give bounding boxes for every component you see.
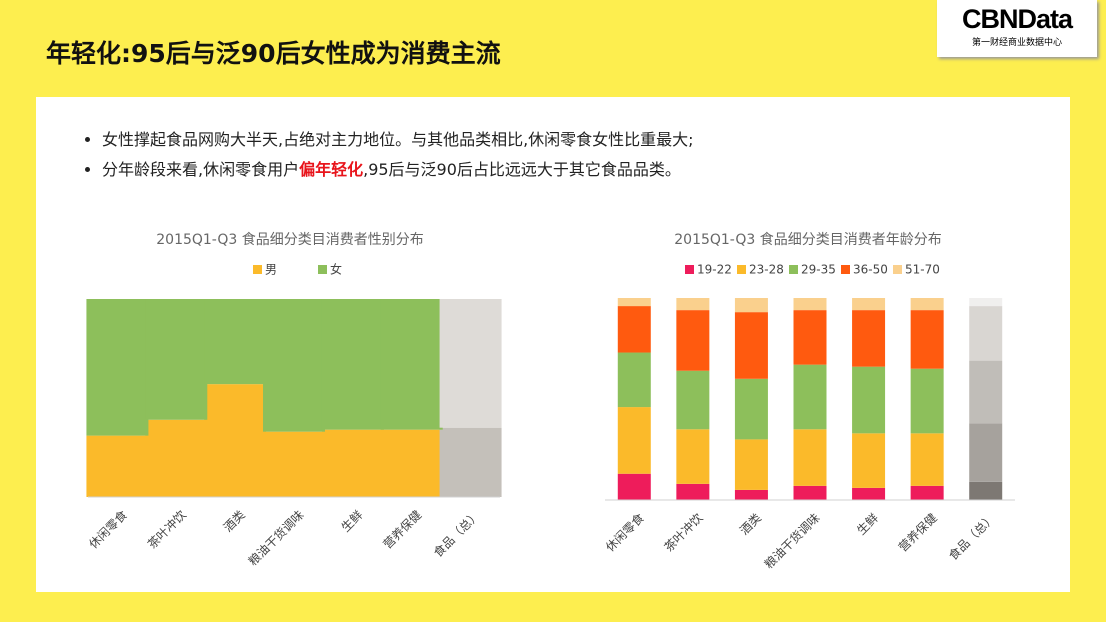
bar-segment xyxy=(852,298,886,311)
logo: CBNData 第一财经商业数据中心 xyxy=(937,0,1097,57)
bar-segment xyxy=(734,489,768,500)
bar-segment xyxy=(969,298,1003,307)
legend-label: 23-28 xyxy=(749,263,784,277)
legend-swatch xyxy=(253,265,262,274)
bar-segment xyxy=(969,360,1003,424)
bullet-text: 女性撑起食品网购大半天,占绝对主力地位。与其他品类相比,休闲零食女性比重最大; xyxy=(102,130,694,149)
bar-segment xyxy=(321,429,384,497)
legend-swatch xyxy=(841,265,850,274)
legend-label: 女 xyxy=(330,262,342,277)
bar-segment xyxy=(617,473,651,500)
x-tick-label: 粮油干货调味 xyxy=(761,510,823,572)
bar-segment xyxy=(676,483,710,500)
bar-segment xyxy=(439,427,502,497)
bar-segment xyxy=(145,299,208,420)
legend-label: 51-70 xyxy=(905,263,940,277)
bar-segment xyxy=(676,429,710,484)
bar-segment xyxy=(676,310,710,371)
bar-segment xyxy=(734,298,768,313)
bar-segment xyxy=(852,366,886,434)
bullets: 女性撑起食品网购大半天,占绝对主力地位。与其他品类相比,休闲零食女性比重最大; … xyxy=(84,125,694,185)
bar-segment xyxy=(617,306,651,353)
bar-segment xyxy=(969,306,1003,361)
legend-swatch xyxy=(737,265,746,274)
bar-segment xyxy=(145,419,208,497)
x-tick-label: 生鲜 xyxy=(854,511,881,538)
bar-segment xyxy=(852,310,886,367)
x-tick-label: 食品（总） xyxy=(945,510,998,563)
legend-swatch xyxy=(318,265,327,274)
x-tick-label: 食品（总） xyxy=(430,507,483,560)
legend-swatch xyxy=(685,265,694,274)
bar-segment xyxy=(969,423,1003,482)
bullet: 分年龄段来看,休闲零食用户偏年轻化,95后与泛90后占比远远大于其它食品品类。 xyxy=(102,155,694,185)
legend-swatch xyxy=(893,265,902,274)
bar-segment xyxy=(86,435,149,497)
x-tick-label: 生鲜 xyxy=(339,508,366,535)
bar-segment xyxy=(263,299,325,432)
logo-text: CBNData xyxy=(961,4,1073,34)
x-tick-label: 粮油干货调味 xyxy=(245,507,307,569)
bar-segment xyxy=(852,433,886,488)
bar-segment xyxy=(676,370,710,430)
x-tick-label: 酒类 xyxy=(737,511,764,538)
bar-segment xyxy=(910,368,944,434)
bar-segment xyxy=(439,299,502,428)
bullet-text: 分年龄段来看,休闲零食用户 xyxy=(102,160,300,179)
bar-segment xyxy=(910,433,944,486)
bar-segment xyxy=(734,439,768,490)
bar-segment xyxy=(86,299,149,436)
bar-segment xyxy=(969,481,1003,500)
bar-segment xyxy=(910,298,944,311)
chart-title: 2015Q1-Q3 食品细分类目消费者性别分布 xyxy=(156,231,424,248)
bar-segment xyxy=(910,485,944,500)
bar-segment xyxy=(910,310,944,369)
bar-segment xyxy=(734,378,768,440)
x-tick-label: 休闲零食 xyxy=(602,510,647,555)
bar-segment xyxy=(734,312,768,379)
bar-segment xyxy=(793,298,827,311)
bar-segment xyxy=(617,298,651,307)
x-tick-label: 营养保健 xyxy=(380,507,425,552)
legend-swatch xyxy=(789,265,798,274)
x-tick-label: 营养保健 xyxy=(895,510,940,555)
x-tick-label: 酒类 xyxy=(221,508,248,535)
bar-segment xyxy=(852,487,886,500)
bar-segment xyxy=(380,299,443,430)
x-tick-label: 休闲零食 xyxy=(85,507,130,552)
bar-segment xyxy=(793,485,827,500)
bar-segment xyxy=(204,299,267,385)
bar-segment xyxy=(321,299,384,430)
legend-label: 36-50 xyxy=(853,263,888,277)
bar-segment xyxy=(380,429,443,497)
slide-title: 年轻化:95后与泛90后女性成为消费主流 xyxy=(46,39,501,68)
bar-segment xyxy=(617,407,651,474)
x-tick-label: 茶叶冲饮 xyxy=(144,507,189,552)
bullet-emphasis: 偏年轻化 xyxy=(299,160,364,179)
bar-segment xyxy=(793,364,827,430)
bar-segment xyxy=(204,384,267,497)
bullet: 女性撑起食品网购大半天,占绝对主力地位。与其他品类相比,休闲零食女性比重最大; xyxy=(102,125,694,155)
legend-label: 19-22 xyxy=(697,263,732,277)
x-tick-label: 茶叶冲饮 xyxy=(661,510,706,555)
bar-segment xyxy=(793,429,827,486)
chart-title: 2015Q1-Q3 食品细分类目消费者年龄分布 xyxy=(674,231,942,248)
legend-label: 男 xyxy=(265,263,277,277)
logo-subtext: 第一财经商业数据中心 xyxy=(971,38,1062,48)
bar-segment xyxy=(676,298,710,311)
bar-segment xyxy=(263,431,325,497)
bullet-text: ,95后与泛90后占比远远大于其它食品品类。 xyxy=(363,160,681,179)
legend-label: 29-35 xyxy=(801,263,836,277)
bar-segment xyxy=(617,352,651,408)
bar-segment xyxy=(793,310,827,365)
